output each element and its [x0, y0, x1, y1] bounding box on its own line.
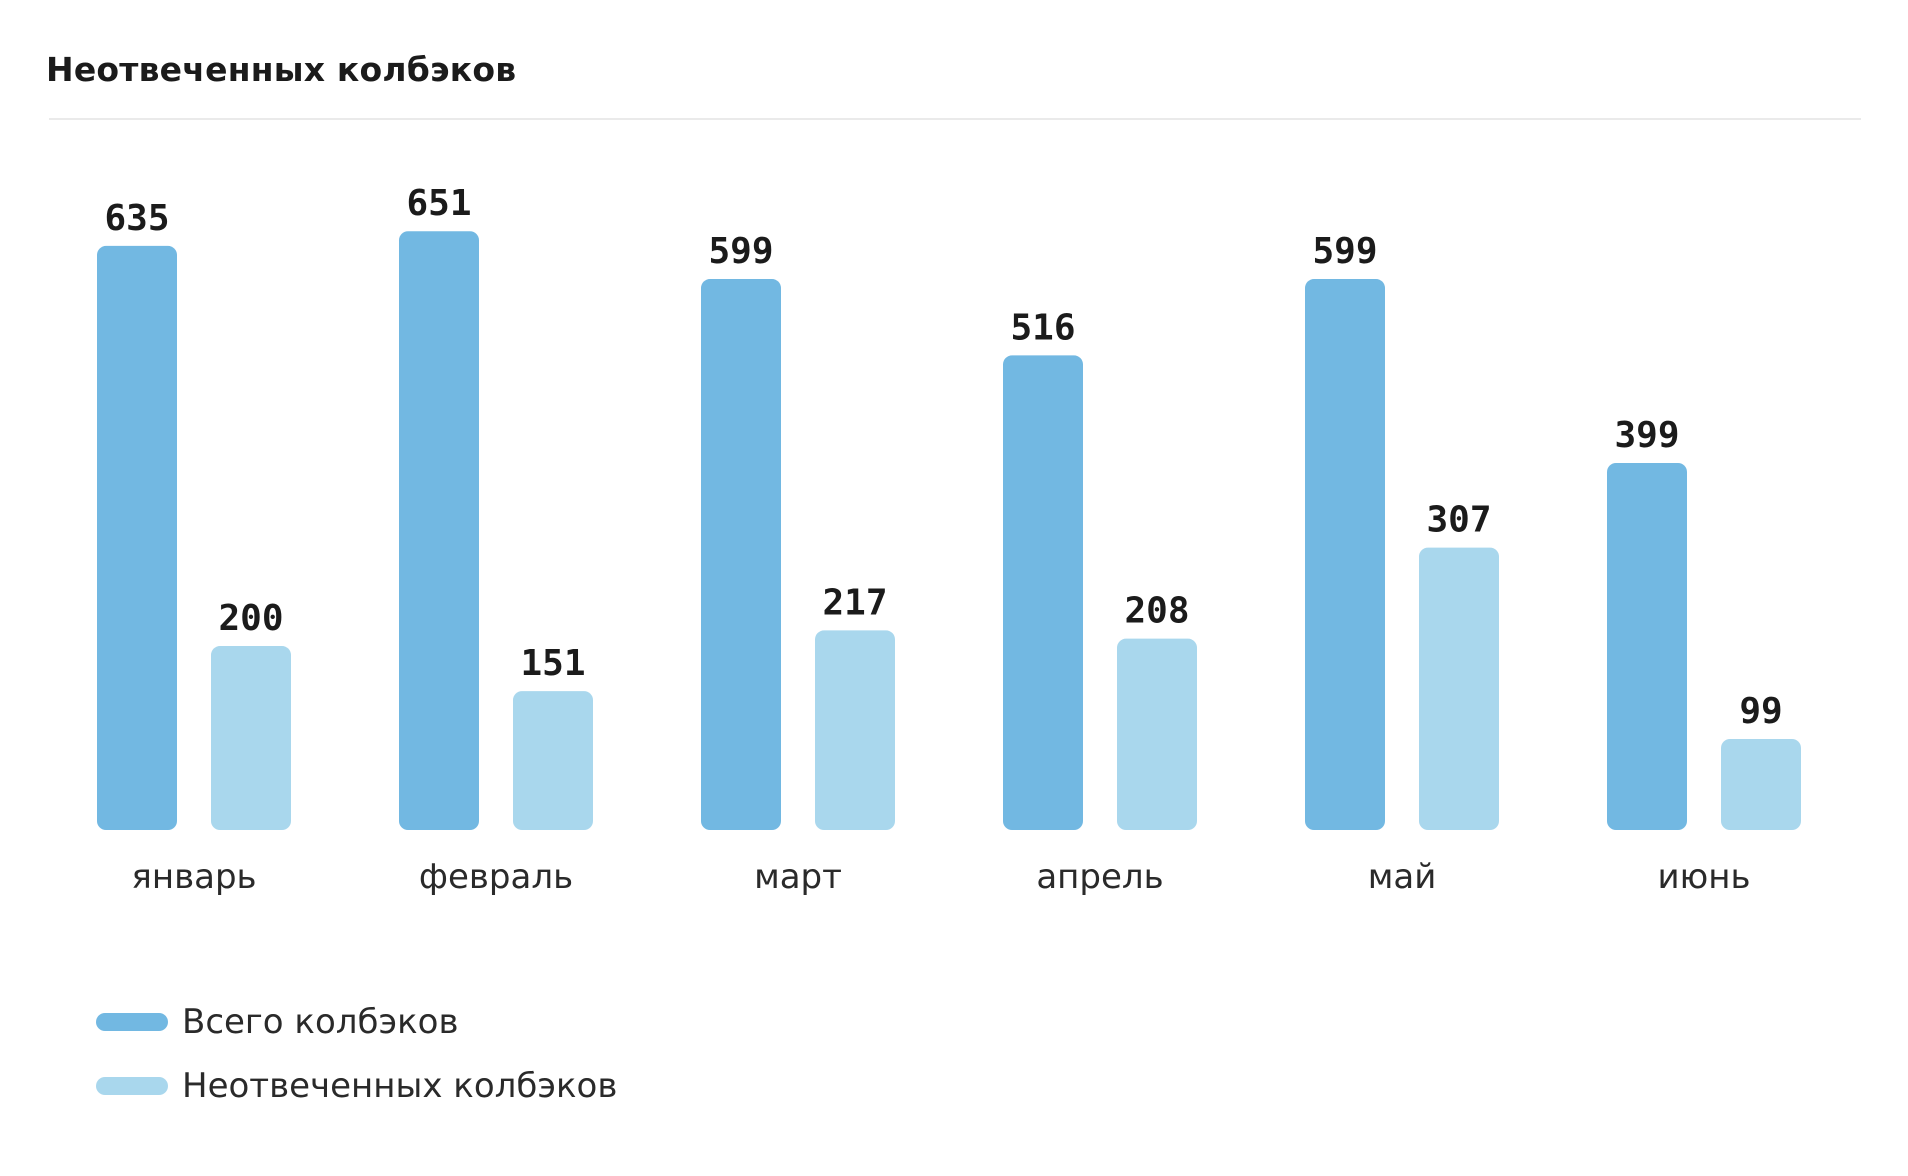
bar-unanswered-2 — [513, 691, 593, 830]
legend: Всего колбэков Неотвеченных колбэков — [96, 990, 617, 1118]
category-label-4: апрель — [1036, 857, 1163, 897]
bar-unanswered-5 — [1419, 547, 1499, 830]
bar-total-4 — [1003, 355, 1083, 830]
legend-label-unanswered: Неотвеченных колбэков — [182, 1066, 618, 1106]
category-label-1: январь — [131, 857, 256, 897]
category-label-5: май — [1368, 857, 1437, 897]
bar-unanswered-1 — [211, 646, 291, 830]
bar-total-1 — [97, 245, 177, 830]
legend-swatch-total — [96, 1013, 168, 1031]
legend-item-unanswered: Неотвеченных колбэков — [96, 1054, 617, 1118]
legend-item-total: Всего колбэков — [96, 990, 617, 1054]
bar-total-5 — [1305, 279, 1385, 830]
bar-chart: 635 200 январь 651 151 февраль 599 217 март 516 20… — [97, 183, 1801, 897]
legend-swatch-unanswered — [96, 1077, 168, 1095]
value-label-total-6: 399 — [1614, 415, 1679, 456]
bar-total-6 — [1607, 462, 1687, 830]
bar-unanswered-4 — [1117, 638, 1197, 830]
category-label-2: февраль — [419, 857, 573, 897]
value-label-unanswered-6: 99 — [1739, 691, 1782, 732]
value-label-total-1: 635 — [104, 198, 169, 239]
value-label-unanswered-2: 151 — [520, 643, 585, 684]
value-label-total-3: 599 — [708, 231, 773, 272]
bar-unanswered-3 — [815, 630, 895, 830]
category-label-3: март — [754, 857, 842, 897]
value-label-unanswered-1: 200 — [218, 598, 283, 639]
value-label-unanswered-4: 208 — [1124, 591, 1189, 632]
legend-label-total: Всего колбэков — [182, 1002, 459, 1042]
value-label-unanswered-3: 217 — [822, 582, 887, 623]
bar-total-3 — [701, 279, 781, 830]
title-divider — [49, 118, 1861, 120]
value-label-total-2: 651 — [406, 183, 471, 224]
chart-title: Неотвеченных колбэков — [46, 50, 517, 89]
value-label-total-4: 516 — [1010, 307, 1075, 348]
bar-total-2 — [399, 231, 479, 830]
value-label-total-5: 599 — [1312, 231, 1377, 272]
bar-unanswered-6 — [1721, 738, 1801, 830]
category-label-6: июнь — [1658, 857, 1751, 897]
value-label-unanswered-5: 307 — [1426, 500, 1491, 541]
